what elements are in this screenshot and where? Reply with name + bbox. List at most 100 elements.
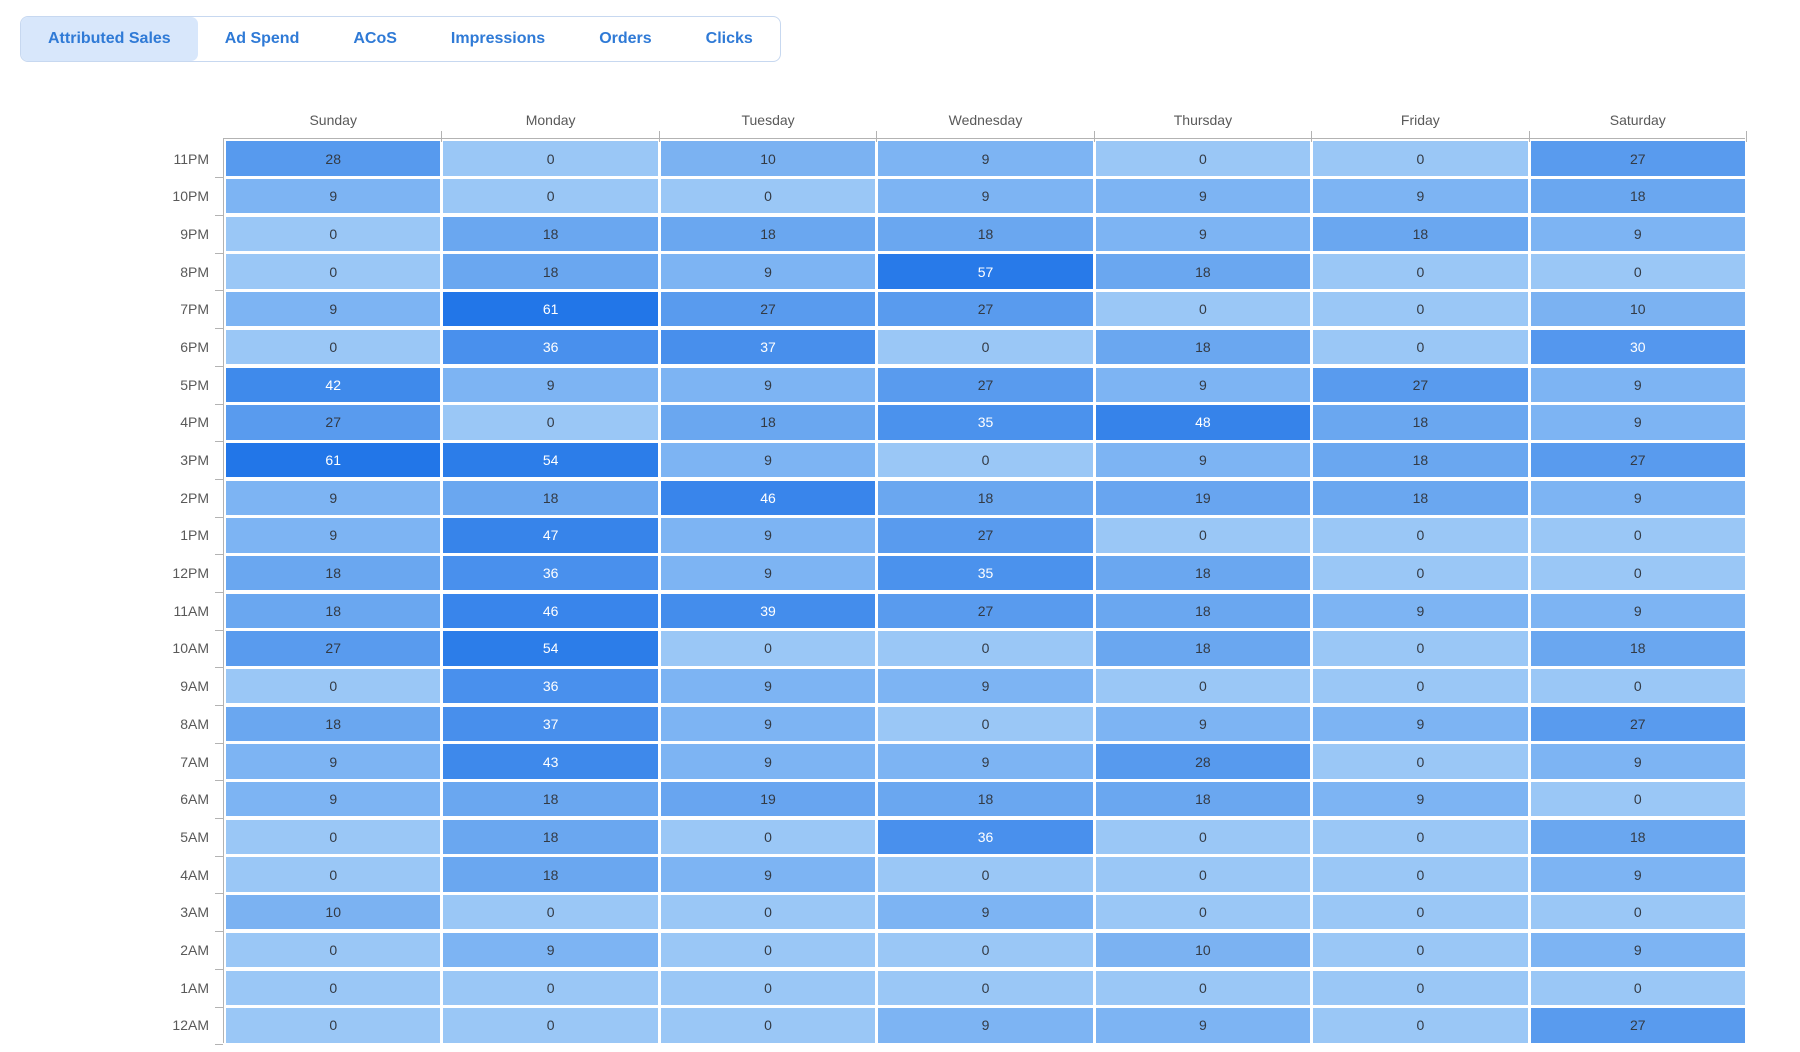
heatmap-cell: 46: [660, 480, 876, 515]
heatmap-cell: 9: [1530, 744, 1745, 779]
heatmap-cell: 9: [1095, 442, 1311, 478]
heatmap-cell: 18: [1313, 480, 1528, 515]
row-label-5pm: 5PM: [30, 368, 223, 405]
heatmap-cell: 28: [226, 141, 441, 176]
heatmap-cell: 0: [1313, 631, 1528, 666]
heatmap-cell: 0: [1313, 1008, 1528, 1043]
heatmap-cell: 35: [878, 405, 1093, 440]
heatmap-cell: 18: [443, 480, 658, 515]
heatmap-cell: 9: [226, 179, 441, 214]
day-header-friday: Friday: [1313, 100, 1530, 142]
heatmap-cell: 0: [660, 970, 876, 1005]
heatmap-cell: 9: [1313, 782, 1528, 817]
row-label-10am: 10AM: [30, 631, 223, 669]
heatmap-cell: 0: [878, 857, 1093, 892]
heatmap-cell: 27: [1530, 706, 1745, 741]
heatmap-cell: 9: [1095, 216, 1311, 252]
heatmap-cell: 0: [443, 1008, 658, 1043]
heatmap-cell: 18: [443, 782, 658, 817]
heatmap-cell: 0: [1530, 970, 1745, 1005]
metric-tab-bar: Attributed Sales Ad Spend ACoS Impressions O…: [20, 16, 781, 62]
row-label-1am: 1AM: [30, 971, 223, 1008]
heatmap-cell: 9: [1530, 367, 1745, 402]
heatmap-cell: 10: [1095, 932, 1311, 968]
tab-orders[interactable]: Orders: [572, 17, 678, 61]
heatmap-cell: 18: [1530, 631, 1745, 666]
heatmap-cell: 0: [1313, 895, 1528, 930]
day-header-wednesday: Wednesday: [878, 100, 1096, 142]
row-label-8pm: 8PM: [30, 254, 223, 292]
heatmap-cell: 0: [1530, 555, 1745, 591]
heatmap-cell: 0: [1095, 819, 1311, 855]
heatmap-cell: 9: [660, 555, 876, 591]
heatmap-cell: 9: [1530, 480, 1745, 515]
heatmap-cell: 43: [443, 744, 658, 779]
heatmap-cell: 0: [878, 329, 1093, 365]
heatmap-cell: 0: [1530, 782, 1745, 817]
heatmap-cell: 0: [878, 932, 1093, 968]
heatmap-cell: 47: [443, 518, 658, 553]
heatmap-cell: 9: [660, 254, 876, 289]
heatmap-cell: 19: [1095, 480, 1311, 515]
heatmap-cell: 9: [660, 518, 876, 553]
heatmap-cell: 42: [226, 367, 441, 402]
x-axis-line: [223, 138, 1745, 139]
heatmap-cell: 9: [226, 292, 441, 327]
row-label-9pm: 9PM: [30, 217, 223, 255]
heatmap-cell: 0: [1313, 518, 1528, 553]
tab-attributed-sales[interactable]: Attributed Sales: [21, 17, 198, 61]
heatmap-cell: 46: [443, 593, 658, 628]
heatmap-cell: 18: [878, 480, 1093, 515]
heatmap-cell: 48: [1095, 405, 1311, 440]
tab-ad-spend[interactable]: Ad Spend: [198, 17, 327, 61]
heatmap-cell: 57: [878, 254, 1093, 289]
heatmap-cell: 0: [660, 819, 876, 855]
heatmap-cell: 9: [1530, 932, 1745, 968]
heatmap-cell: 37: [660, 329, 876, 365]
heatmap-cell: 36: [443, 669, 658, 704]
heatmap-cell: 18: [226, 593, 441, 628]
heatmap-cell: 0: [226, 1008, 441, 1043]
heatmap-cell: 18: [1313, 405, 1528, 440]
heatmap-cell: 9: [1530, 405, 1745, 440]
heatmap-cell: 18: [1095, 329, 1311, 365]
heatmap-cell: 0: [660, 932, 876, 968]
heatmap-cell: 9: [660, 857, 876, 892]
heatmap-cell: 18: [1095, 254, 1311, 289]
heatmap-cell: 37: [443, 706, 658, 741]
heatmap-cell: 0: [443, 179, 658, 214]
heatmap-cell: 0: [1313, 819, 1528, 855]
heatmap-cell: 0: [443, 895, 658, 930]
heatmap-cell: 18: [878, 216, 1093, 252]
heatmap-cell: 18: [1095, 593, 1311, 628]
heatmap-cell: 18: [443, 254, 658, 289]
heatmap-cell: 0: [660, 1008, 876, 1043]
heatmap-cell: 30: [1530, 329, 1745, 365]
heatmap-cell: 0: [1313, 857, 1528, 892]
heatmap-cell: 0: [1095, 970, 1311, 1005]
heatmap-cell: 18: [878, 782, 1093, 817]
heatmap-cell: 0: [660, 631, 876, 666]
heatmap-cell: 39: [660, 593, 876, 628]
heatmap-cell: 0: [226, 932, 441, 968]
heatmap-cell: 0: [878, 706, 1093, 741]
heatmap-cell: 0: [1313, 932, 1528, 968]
heatmap-cell: 27: [1530, 141, 1745, 176]
tab-clicks[interactable]: Clicks: [679, 17, 780, 61]
heatmap-cell: 0: [1530, 254, 1745, 289]
heatmap-cell: 9: [1095, 179, 1311, 214]
heatmap-cell: 18: [443, 819, 658, 855]
row-label-2pm: 2PM: [30, 481, 223, 518]
heatmap-cell: 0: [1095, 518, 1311, 553]
heatmap-cell: 9: [878, 179, 1093, 214]
heatmap-cell: 18: [1530, 179, 1745, 214]
tab-acos[interactable]: ACoS: [326, 17, 424, 61]
heatmap-chart: Sunday Monday Tuesday Wednesday Thursday Frid…: [30, 100, 1748, 1046]
heatmap-cell: 61: [443, 292, 658, 327]
heatmap-cell: 0: [443, 405, 658, 440]
heatmap-cell: 10: [1530, 292, 1745, 327]
heatmap-cell: 0: [1313, 970, 1528, 1005]
row-label-9am: 9AM: [30, 669, 223, 707]
tab-impressions[interactable]: Impressions: [424, 17, 572, 61]
heatmap-cell: 18: [660, 405, 876, 440]
